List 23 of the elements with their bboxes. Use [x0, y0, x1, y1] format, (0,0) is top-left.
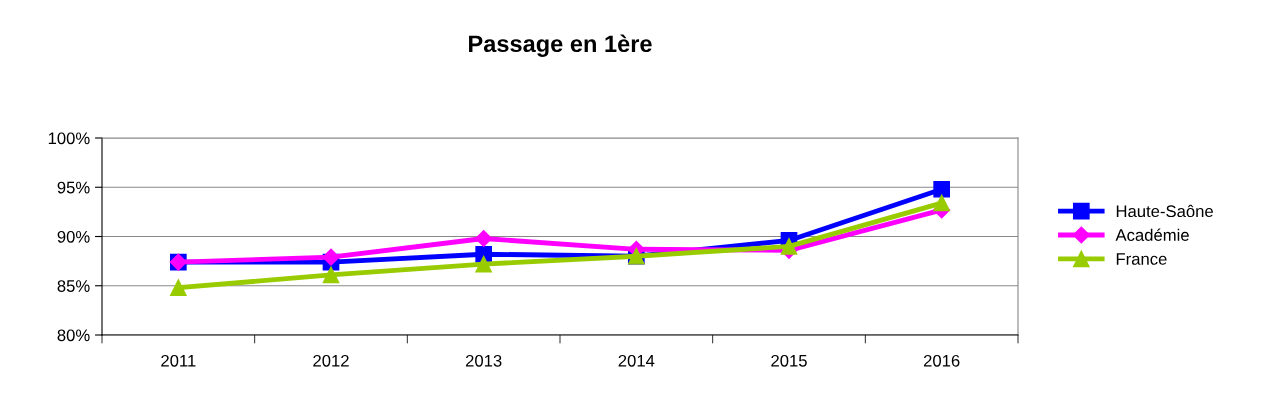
- chart-title: Passage en 1ère: [469, 34, 652, 57]
- point: [933, 180, 951, 198]
- x-tick-label: 2014: [618, 354, 655, 367]
- point: [780, 238, 798, 255]
- point: [322, 248, 340, 266]
- point: [475, 255, 493, 273]
- y-tick-label: 80%: [57, 329, 90, 342]
- x-tick-label: 2016: [923, 354, 960, 367]
- legend-label: Académie: [1115, 228, 1189, 241]
- y-tick-label: 90%: [57, 230, 90, 243]
- y-tick-label: 95%: [57, 181, 90, 194]
- x-tick-label: 2015: [771, 354, 807, 367]
- legend-label: France: [1116, 253, 1167, 265]
- y-tick-label: 85%: [57, 280, 90, 292]
- point: [475, 229, 493, 248]
- x-tick-label: 2013: [465, 354, 502, 367]
- legend-label: Haute-Saône: [1116, 204, 1213, 218]
- x-tick-label: 2011: [161, 354, 196, 367]
- y-tick-label: 100%: [48, 132, 90, 145]
- point: [322, 266, 340, 284]
- x-tick-label: 2012: [313, 354, 349, 367]
- point: [933, 194, 951, 212]
- point: [169, 279, 187, 297]
